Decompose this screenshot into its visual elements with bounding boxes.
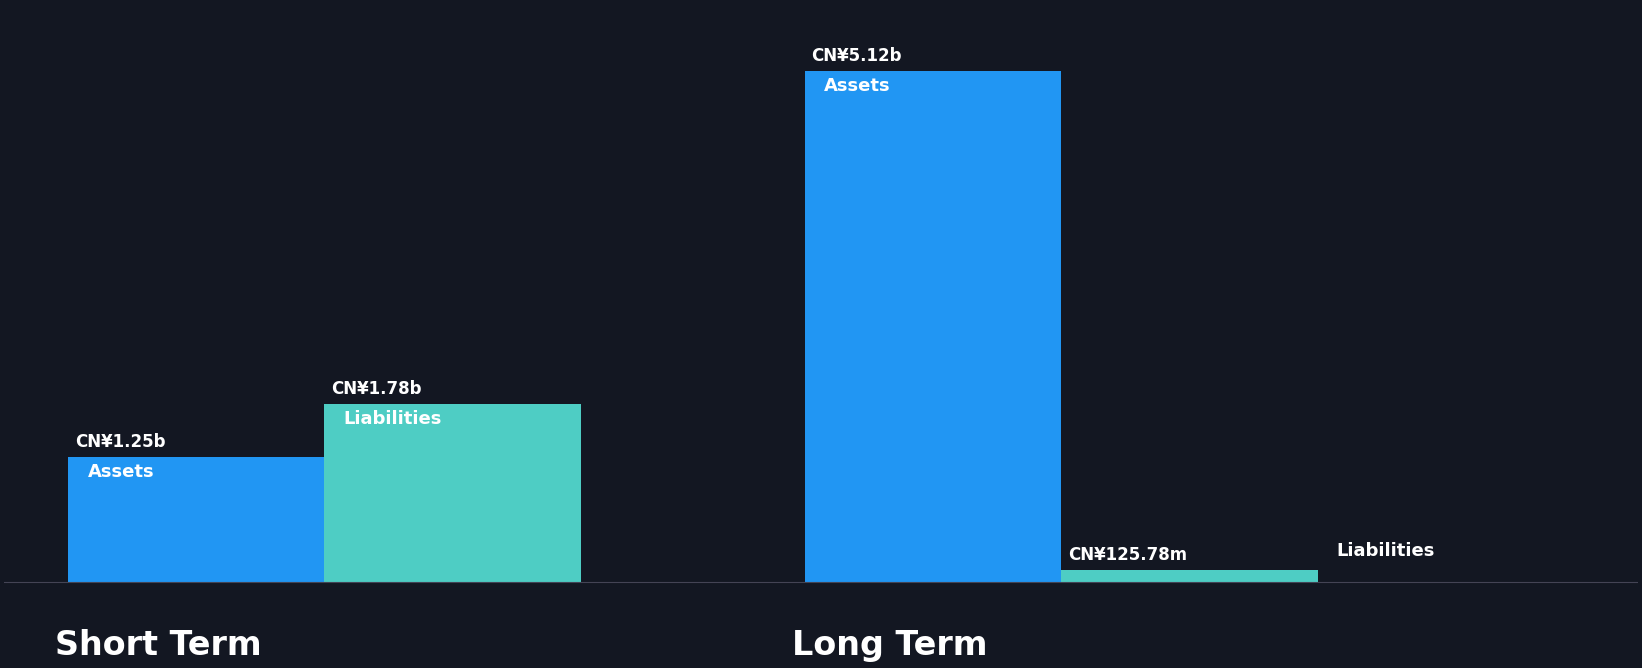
FancyBboxPatch shape [1061, 570, 1317, 582]
Text: Liabilities: Liabilities [1337, 542, 1435, 560]
Text: Short Term: Short Term [56, 629, 263, 663]
FancyBboxPatch shape [805, 71, 1061, 582]
Text: Assets: Assets [87, 464, 154, 482]
Text: CN¥125.78m: CN¥125.78m [1067, 546, 1187, 564]
FancyBboxPatch shape [325, 405, 581, 582]
Text: Liabilities: Liabilities [343, 410, 442, 428]
Text: CN¥1.25b: CN¥1.25b [74, 434, 166, 452]
Text: CN¥5.12b: CN¥5.12b [811, 47, 901, 65]
Text: Assets: Assets [824, 77, 892, 95]
FancyBboxPatch shape [69, 458, 325, 582]
Text: Long Term: Long Term [791, 629, 988, 663]
Text: CN¥1.78b: CN¥1.78b [332, 381, 422, 399]
